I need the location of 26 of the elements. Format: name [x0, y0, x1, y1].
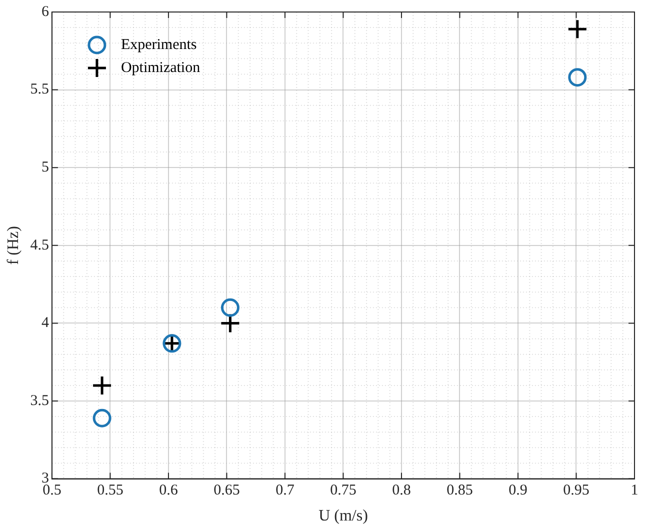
legend-label: Experiments: [120, 36, 197, 53]
legend-label: Optimization: [120, 60, 201, 76]
x-tick-label: 0.5: [42, 482, 62, 499]
y-tick-label: 5.5: [30, 82, 49, 98]
x-tick-label: 0.9: [508, 482, 528, 499]
x-tick-label: 1: [630, 482, 638, 499]
x-axis-title: U (m/s): [318, 508, 368, 525]
x-tick-label: 0.95: [563, 482, 590, 499]
y-tick-label: 6: [41, 4, 50, 20]
x-tick-label: 0.8: [392, 482, 411, 499]
x-tick-label: 0.6: [159, 482, 178, 499]
x-tick-label: 0.7: [276, 482, 295, 499]
x-tick-label: 0.85: [446, 482, 473, 499]
y-tick-label: 5: [41, 160, 49, 176]
x-tick-label: 0.65: [214, 482, 240, 499]
y-tick-label: 4.5: [30, 237, 49, 254]
point: [567, 18, 588, 40]
x-tick-label: 0.55: [97, 482, 124, 499]
point: [92, 408, 112, 428]
point: [568, 68, 587, 87]
point: [92, 375, 112, 396]
y-axis-title: f (Hz): [4, 226, 22, 265]
y-tick-label: 3.5: [30, 392, 49, 409]
y-tick-label: 4: [41, 315, 50, 332]
x-tick-label: 0.75: [330, 482, 356, 499]
point: [220, 298, 240, 317]
